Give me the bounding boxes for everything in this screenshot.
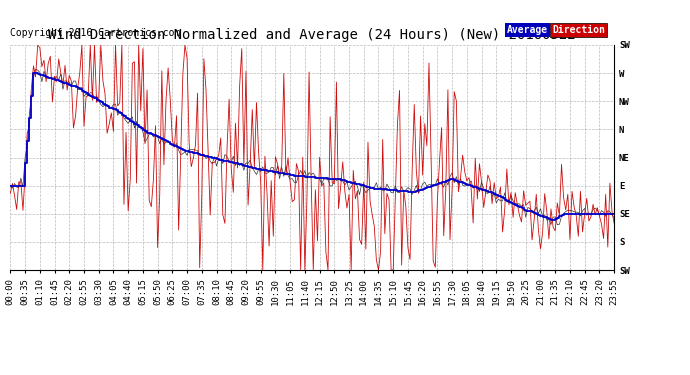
Text: Average: Average [507, 25, 549, 35]
Text: Copyright 2016 Cartronics.com: Copyright 2016 Cartronics.com [10, 28, 181, 38]
Title: Wind Direction Normalized and Average (24 Hours) (New) 20160522: Wind Direction Normalized and Average (2… [48, 28, 576, 42]
Text: Direction: Direction [552, 25, 605, 35]
